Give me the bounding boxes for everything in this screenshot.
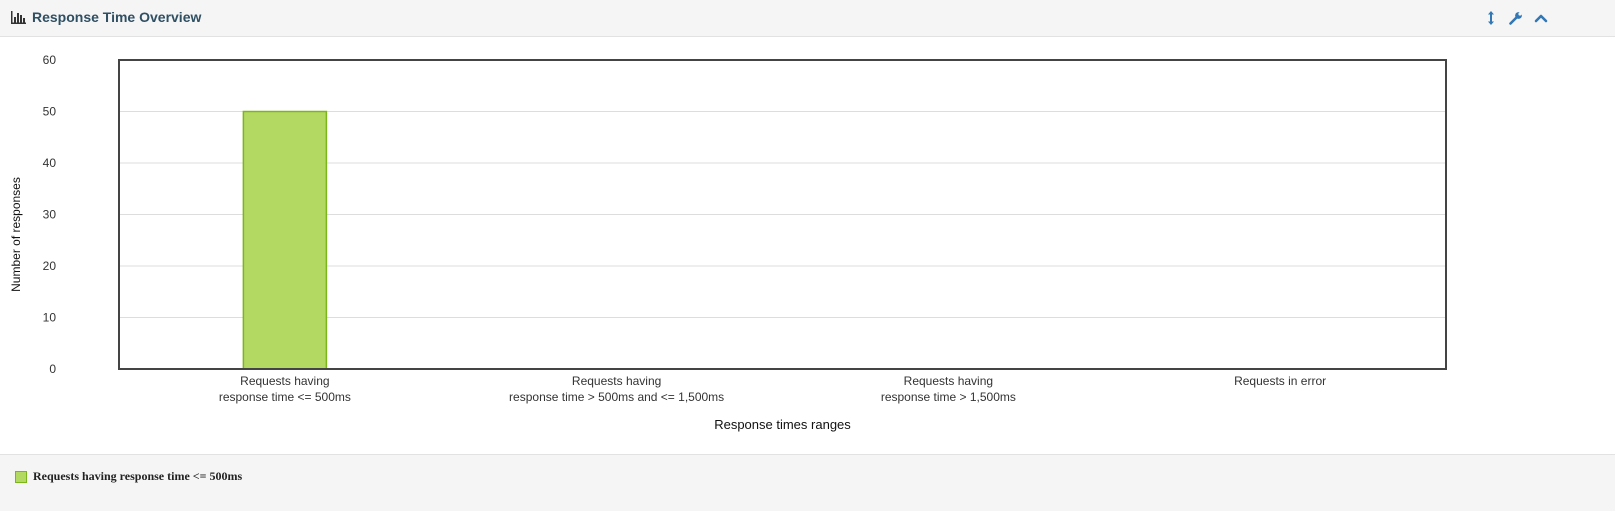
x-tick-label: Requests having response time <= 500ms	[219, 374, 351, 404]
x-tick-label-line: Requests having	[240, 374, 329, 388]
y-axis-title: Number of responses	[9, 177, 23, 292]
y-tick-label: 50	[43, 105, 57, 119]
x-tick-label-line: Requests in error	[1234, 374, 1326, 388]
x-axis-title: Response times ranges	[714, 417, 851, 432]
legend-label: Requests having response time <= 500ms	[33, 469, 243, 483]
panel-title: Response Time Overview	[32, 9, 202, 25]
panel-header: Response Time Overview	[0, 0, 1615, 37]
y-tick-label: 40	[43, 156, 57, 170]
y-tick-label: 0	[49, 362, 56, 376]
plot-border	[118, 59, 1447, 370]
response-time-bar-chart: 0 10 20 30 40 50 60 Requests having response tim…	[9, 53, 1447, 432]
resize-icon[interactable]	[1483, 11, 1499, 25]
y-tick-label: 20	[43, 259, 57, 273]
x-tick-label-line: Requests having	[904, 374, 993, 388]
bar	[242, 110, 328, 370]
legend-swatch	[15, 471, 27, 483]
x-tick-label-line: response time > 500ms and <= 1,500ms	[509, 390, 724, 404]
y-tick-label: 10	[43, 311, 57, 325]
x-tick-label-line: response time > 1,500ms	[881, 390, 1016, 404]
chart-legend: Requests having response time <= 500ms	[0, 454, 1615, 511]
y-tick-label: 60	[43, 53, 57, 67]
x-tick-label: Requests having response time > 1,500ms	[881, 374, 1016, 404]
collapse-chevron-up-icon[interactable]	[1533, 11, 1549, 25]
x-tick-label: Requests having response time > 500ms and…	[509, 374, 724, 404]
y-tick-label: 30	[43, 208, 57, 222]
x-tick-label-line: response time <= 500ms	[219, 390, 351, 404]
chart-area: 0 10 20 30 40 50 60 Requests having response tim…	[0, 37, 1615, 454]
x-tick-label-line: Requests having	[572, 374, 661, 388]
x-tick-label: Requests in error	[1234, 374, 1326, 388]
bar-chart-icon	[11, 11, 26, 24]
wrench-icon[interactable]	[1508, 11, 1524, 25]
